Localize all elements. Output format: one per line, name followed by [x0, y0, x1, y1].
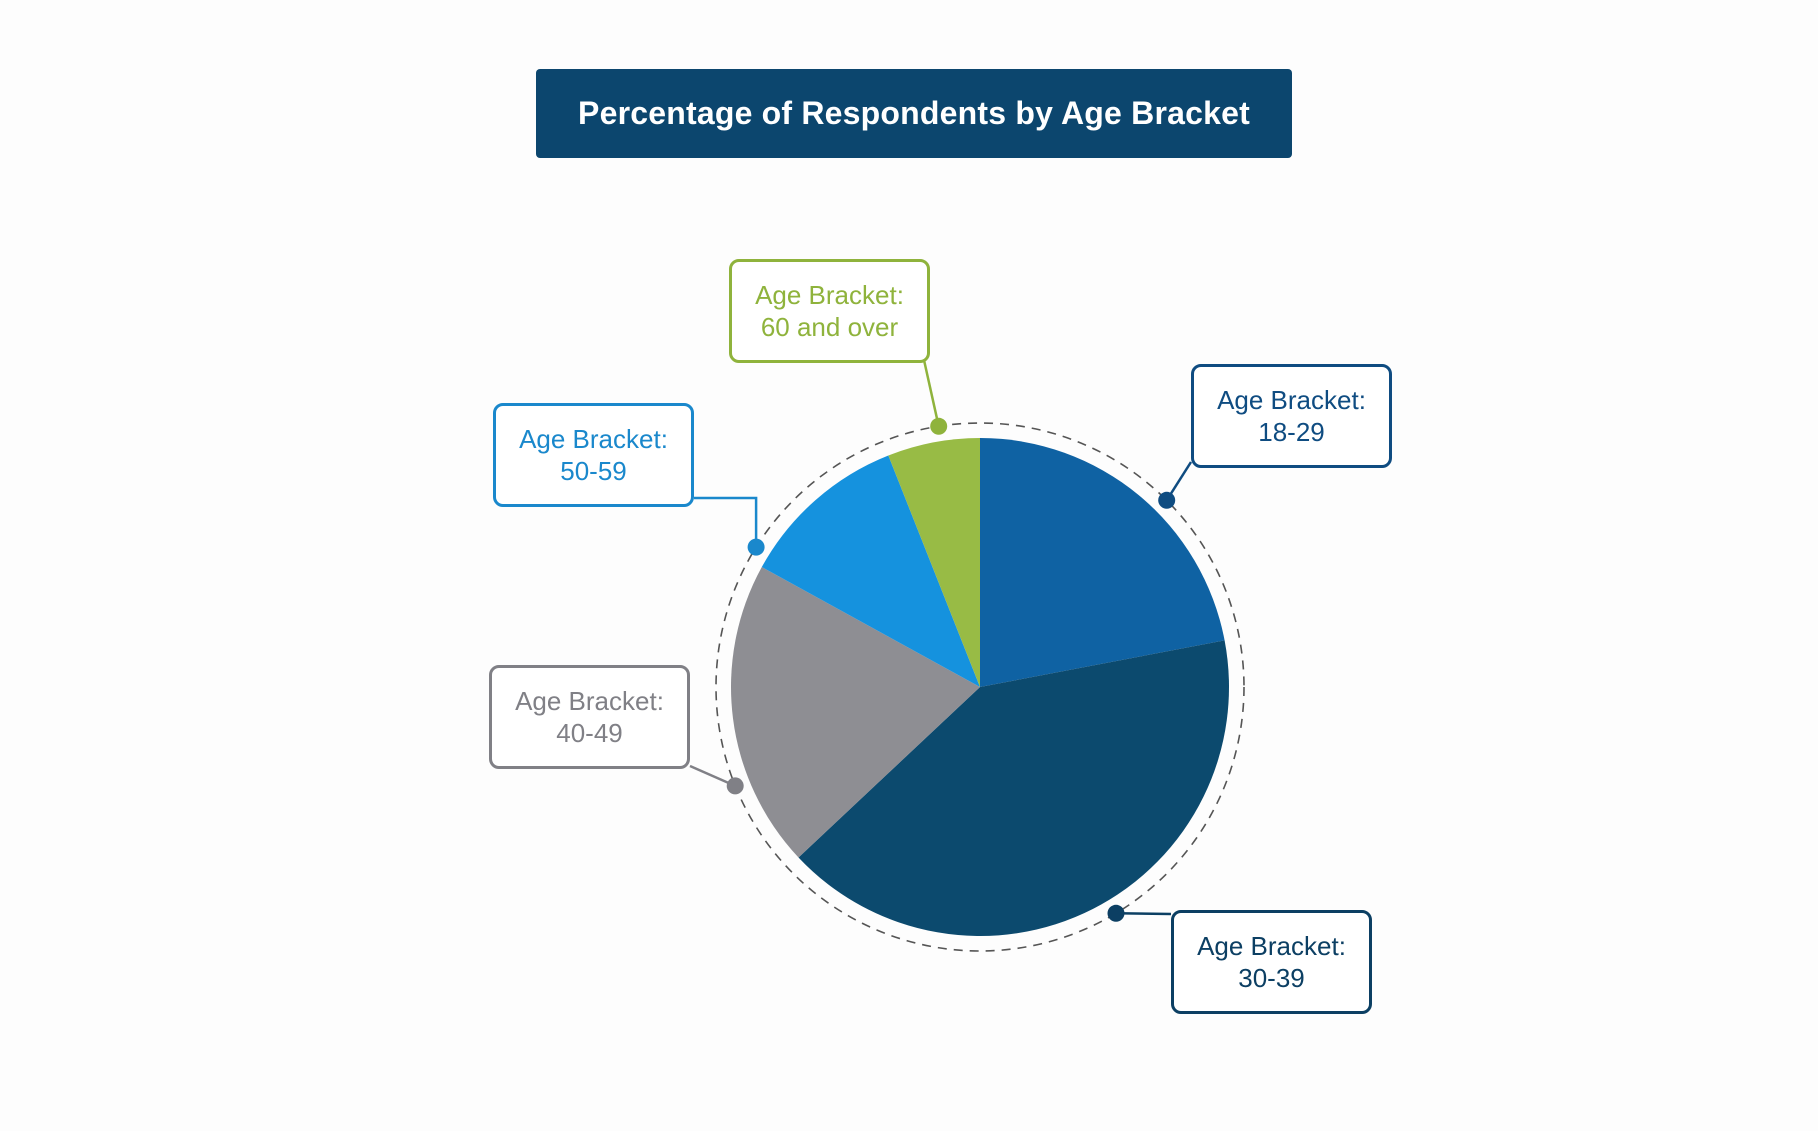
connector-dot-50-59 — [747, 538, 765, 556]
callout-18-29-line1: Age Bracket: — [1217, 385, 1366, 415]
pie-slice-60-and-over — [888, 438, 980, 687]
chart-title: Percentage of Respondents by Age Bracket — [578, 95, 1250, 131]
pie-slice-18-29 — [980, 438, 1225, 687]
callout-30-39-line1: Age Bracket: — [1197, 931, 1346, 961]
callout-30-39: Age Bracket: 30-39 — [1171, 910, 1372, 1014]
callout-40-49-line1: Age Bracket: — [515, 686, 664, 716]
connector-30-39 — [1115, 912, 1172, 916]
callout-50-59-line2: 50-59 — [560, 456, 627, 486]
connector-dot-18-29 — [1158, 491, 1176, 509]
pie-slice-30-39 — [798, 640, 1229, 936]
connector-50-59 — [694, 496, 758, 548]
callout-60-and-over-line1: Age Bracket: — [755, 280, 904, 310]
callout-50-59-line1: Age Bracket: — [519, 424, 668, 454]
pie-outer-dashed-ring — [715, 422, 1245, 952]
connector-dot-60-and-over — [930, 417, 948, 435]
callout-18-29: Age Bracket: 18-29 — [1191, 364, 1392, 468]
callout-40-49: Age Bracket: 40-49 — [489, 665, 690, 769]
chart-title-banner: Percentage of Respondents by Age Bracket — [536, 69, 1292, 158]
connector-dot-40-49 — [726, 777, 744, 795]
callout-50-59: Age Bracket: 50-59 — [493, 403, 694, 507]
callout-30-39-line2: 30-39 — [1238, 963, 1305, 993]
callout-60-and-over: Age Bracket: 60 and over — [729, 259, 930, 363]
pie-slice-40-49 — [731, 567, 980, 858]
callout-18-29-line2: 18-29 — [1258, 417, 1325, 447]
callout-40-49-line2: 40-49 — [556, 718, 623, 748]
connector-dot-30-39 — [1107, 904, 1125, 922]
callout-60-and-over-line2: 60 and over — [760, 312, 899, 342]
connector-60-and-over — [922, 359, 940, 427]
pie-slice-50-59 — [761, 455, 980, 687]
